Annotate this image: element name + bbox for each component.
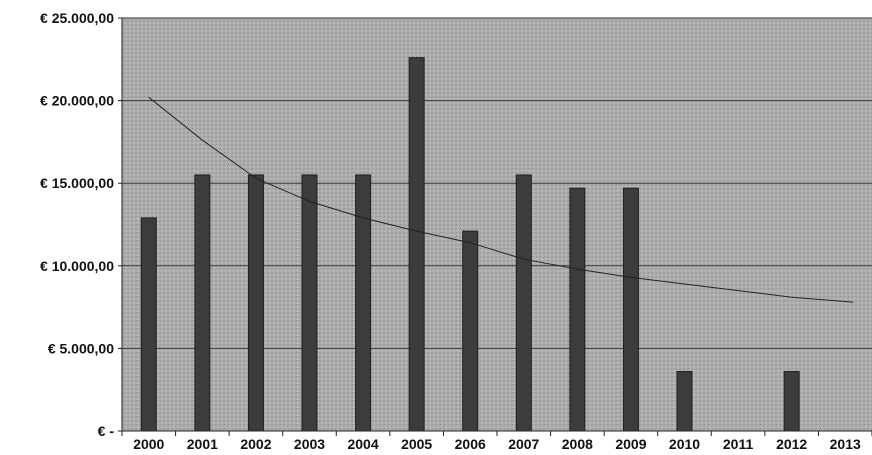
x-tick-label: 2012 <box>776 436 807 452</box>
x-tick-label: 2003 <box>294 436 325 452</box>
x-tick-label: 2002 <box>240 436 271 452</box>
y-tick-label: € - <box>98 423 115 439</box>
bar-2004 <box>355 174 372 432</box>
x-axis-ticks: 2000 2001 2002 2003 2004 2005 2006 2007 2008 2009… <box>121 431 872 452</box>
bar-2007 <box>515 174 532 432</box>
y-tick-label: € 10.000,00 <box>40 258 114 274</box>
x-tick-label: 2004 <box>347 436 378 452</box>
plot-area <box>122 18 872 431</box>
x-tick-label: 2013 <box>830 436 861 452</box>
bar-2005 <box>408 57 425 432</box>
bar-2006 <box>462 230 479 432</box>
y-axis-ticks: € - € 5.000,00 € 10.000,00 € 15.000,00 € 20.… <box>40 10 122 439</box>
bar-2003 <box>301 174 318 432</box>
x-tick-label: 2001 <box>187 436 218 452</box>
x-tick-label: 2000 <box>133 436 164 452</box>
y-tick-label: € 5.000,00 <box>48 340 114 356</box>
y-tick-label: € 20.000,00 <box>40 93 114 109</box>
y-tick-label: € 15.000,00 <box>40 175 114 191</box>
bar-2009 <box>622 187 639 432</box>
x-tick-label: 2009 <box>615 436 646 452</box>
y-tick-label: € 25.000,00 <box>40 10 114 26</box>
bar-2002 <box>247 174 264 432</box>
gridlines <box>122 17 872 349</box>
x-tick-label: 2005 <box>401 436 432 452</box>
trendline <box>148 96 854 303</box>
bar-2012 <box>783 371 800 432</box>
bar-2000 <box>140 217 157 432</box>
x-tick-label: 2006 <box>455 436 486 452</box>
bar-2008 <box>569 187 586 432</box>
x-tick-label: 2007 <box>508 436 539 452</box>
bar-2001 <box>194 174 211 432</box>
x-tick-label: 2011 <box>723 436 754 452</box>
bar-2010 <box>676 371 693 432</box>
x-tick-label: 2010 <box>669 436 700 452</box>
x-tick-label: 2008 <box>562 436 593 452</box>
